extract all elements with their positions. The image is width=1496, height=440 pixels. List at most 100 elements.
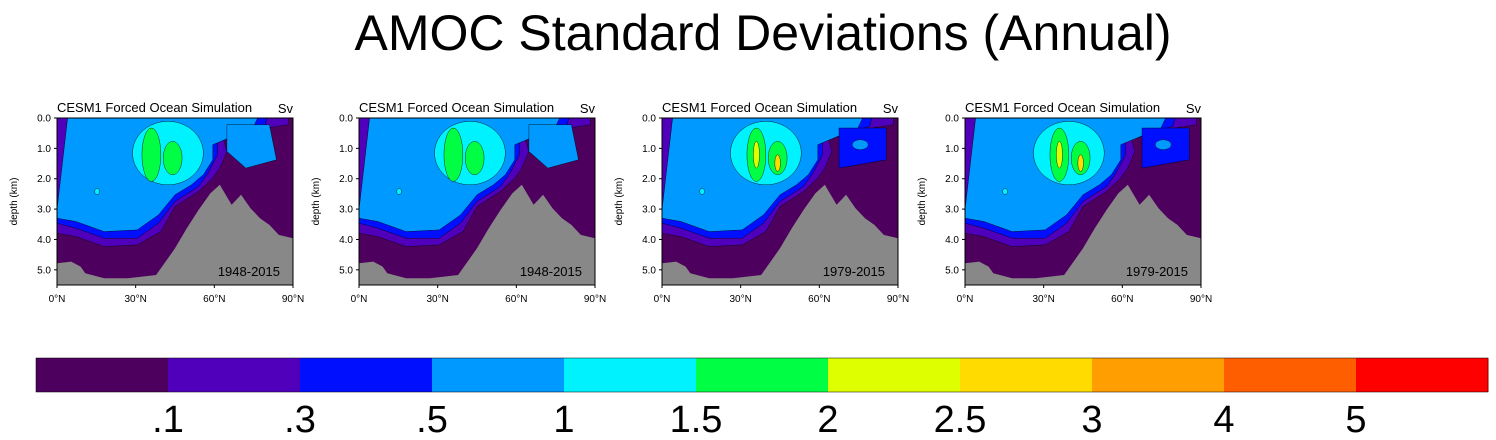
panel-3: 0.0 1.0 2.0 3.0 4.0 5.0 0°N 30°N 60°N 90°N depth (… [614,100,909,305]
y-tick-label: 4.0 [37,235,51,246]
colorbar-swatch [564,358,697,392]
y-tick-label: 0.0 [945,114,959,125]
panel-title: CESM1 Forced Ocean Simulation [57,100,252,115]
core-east [162,141,183,175]
x-tick-label: 60°N [808,294,830,305]
colorbar-swatch [36,358,169,392]
panel-4: 0.0 1.0 2.0 3.0 4.0 5.0 0°N 30°N 60°N 90°N depth (… [917,100,1212,305]
y-axis-label: depth (km) [9,178,20,226]
x-tick-label: 90°N [1190,294,1212,305]
y-tick-label: 2.0 [945,174,959,185]
x-tick-label: 30°N [729,294,751,305]
x-tick-label: 30°N [124,294,146,305]
y-tick-label: 4.0 [642,235,656,246]
colorbar-swatch [1356,358,1489,392]
core-west-peak [1056,141,1063,169]
panel-field [359,118,595,285]
core-west-peak [753,141,760,169]
x-tick-label: 60°N [505,294,527,305]
panel-title: CESM1 Forced Ocean Simulation [359,100,554,115]
core-east [465,141,485,175]
panel-units: Sv [883,101,899,116]
core-west [443,127,464,182]
colorbar-frame [35,357,1489,393]
panel-units: Sv [580,101,596,116]
north-patch [1155,139,1172,150]
level-band-3-north [528,124,579,169]
x-tick-label: 0°N [654,294,671,305]
y-tick-label: 1.0 [642,144,656,155]
level-band-3-north [226,124,277,169]
y-tick-label: 2.0 [642,174,656,185]
main-title: AMOC Standard Deviations (Annual) [354,5,1172,61]
x-tick-label: 30°N [426,294,448,305]
colorbar-label: 4 [1213,399,1234,440]
y-axis-label: depth (km) [311,178,322,226]
y-tick-label: 4.0 [339,235,353,246]
colorbar-swatch [432,358,565,392]
y-tick-label: 0.0 [642,114,656,125]
panel-frame [56,117,294,286]
period-label: 1979-2015 [823,264,885,279]
y-tick-label: 0.0 [37,114,51,125]
seafloor [662,184,898,285]
colorbar-swatch [960,358,1093,392]
x-tick-label: 0°N [351,294,368,305]
small-core [1002,188,1008,195]
panel-title: CESM1 Forced Ocean Simulation [662,100,857,115]
x-tick-label: 60°N [203,294,225,305]
panel-title: CESM1 Forced Ocean Simulation [965,100,1160,115]
small-core [94,188,100,195]
panel-2: 0.0 1.0 2.0 3.0 4.0 5.0 0°N 30°N 60°N 90°N depth (… [311,100,606,305]
colorbar-label: 2.5 [934,399,987,440]
core-west [141,127,162,182]
y-tick-label: 1.0 [945,144,959,155]
colorbar-label: 5 [1345,399,1366,440]
colorbar-swatch [300,358,433,392]
colorbar-label: .1 [152,399,184,440]
y-tick-label: 4.0 [945,235,959,246]
small-core [396,188,402,195]
panel-field [662,118,898,285]
y-tick-label: 3.0 [37,205,51,216]
panel-frame [964,117,1202,286]
colorbar-swatch [696,358,829,392]
period-label: 1948-2015 [218,264,280,279]
y-tick-label: 5.0 [339,265,353,276]
panel-frame [358,117,596,286]
colorbar-label: 3 [1081,399,1102,440]
colorbar-label: 1 [553,399,574,440]
colorbar-label: 1.5 [670,399,723,440]
x-tick-label: 0°N [957,294,974,305]
y-tick-label: 3.0 [339,205,353,216]
y-axis-label: depth (km) [614,178,625,226]
core-east-peak [774,154,781,172]
period-label: 1948-2015 [520,264,582,279]
panel-1: 0.0 1.0 2.0 3.0 4.0 5.0 0°N 30°N 60°N 90°N depth (… [9,100,304,305]
colorbar-label: .3 [284,399,316,440]
y-tick-label: 5.0 [37,265,51,276]
x-tick-label: 90°N [584,294,606,305]
seafloor [359,184,595,285]
core-east-peak [1077,154,1084,172]
panel-units: Sv [1186,101,1202,116]
panel-field [965,118,1201,285]
colorbar: .1 .3 .5 1 1.5 2 2.5 3 4 5 [35,357,1489,440]
x-tick-label: 90°N [887,294,909,305]
panel-units: Sv [278,101,294,116]
seafloor [965,184,1201,285]
y-tick-label: 5.0 [642,265,656,276]
colorbar-label: 2 [817,399,838,440]
y-tick-label: 1.0 [339,144,353,155]
x-tick-label: 0°N [49,294,66,305]
colorbar-label: .5 [416,399,448,440]
y-tick-label: 3.0 [642,205,656,216]
colorbar-swatch [828,358,961,392]
colorbar-swatch [1224,358,1357,392]
x-tick-label: 90°N [282,294,304,305]
colorbar-swatch [168,358,301,392]
x-tick-label: 60°N [1111,294,1133,305]
y-tick-label: 3.0 [945,205,959,216]
seafloor [57,184,293,285]
